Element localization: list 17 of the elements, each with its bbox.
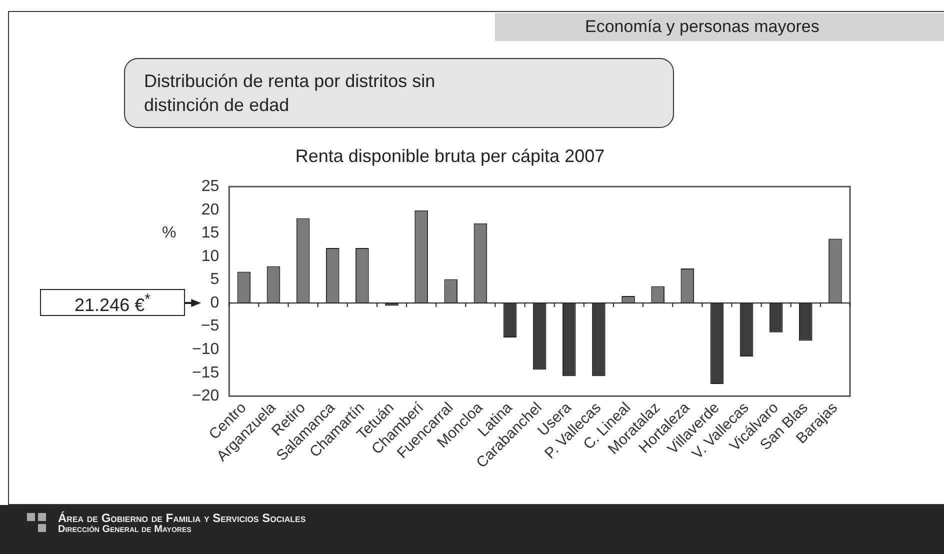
text: Área de Gobierno de Familia y Servicios Sociales xyxy=(58,511,306,525)
text: Dirección General de Mayores xyxy=(58,524,192,535)
y-tick-label: −20 xyxy=(192,388,220,405)
y-axis-title: % xyxy=(162,224,176,242)
y-tick-label: 20 xyxy=(201,201,220,218)
y-tick-label: 25 xyxy=(201,178,220,196)
y-tick-label: 15 xyxy=(201,224,220,242)
y-tick-label: −5 xyxy=(200,318,220,335)
y-tick-label: 5 xyxy=(210,271,220,288)
chart-title: Renta disponible bruta per cápita 2007 xyxy=(294,146,606,167)
y-tick-label: −15 xyxy=(192,364,220,382)
y-tick-label: 0 xyxy=(210,294,220,312)
text: Economía y personas mayores xyxy=(495,13,944,41)
y-tick-label: 10 xyxy=(201,248,220,265)
text: 21.246 €$^{*}$ xyxy=(40,289,185,316)
y-tick-label: −10 xyxy=(192,340,220,358)
chart-subtitle: Distribución de renta por distritos sin distinción de edad xyxy=(124,58,674,128)
